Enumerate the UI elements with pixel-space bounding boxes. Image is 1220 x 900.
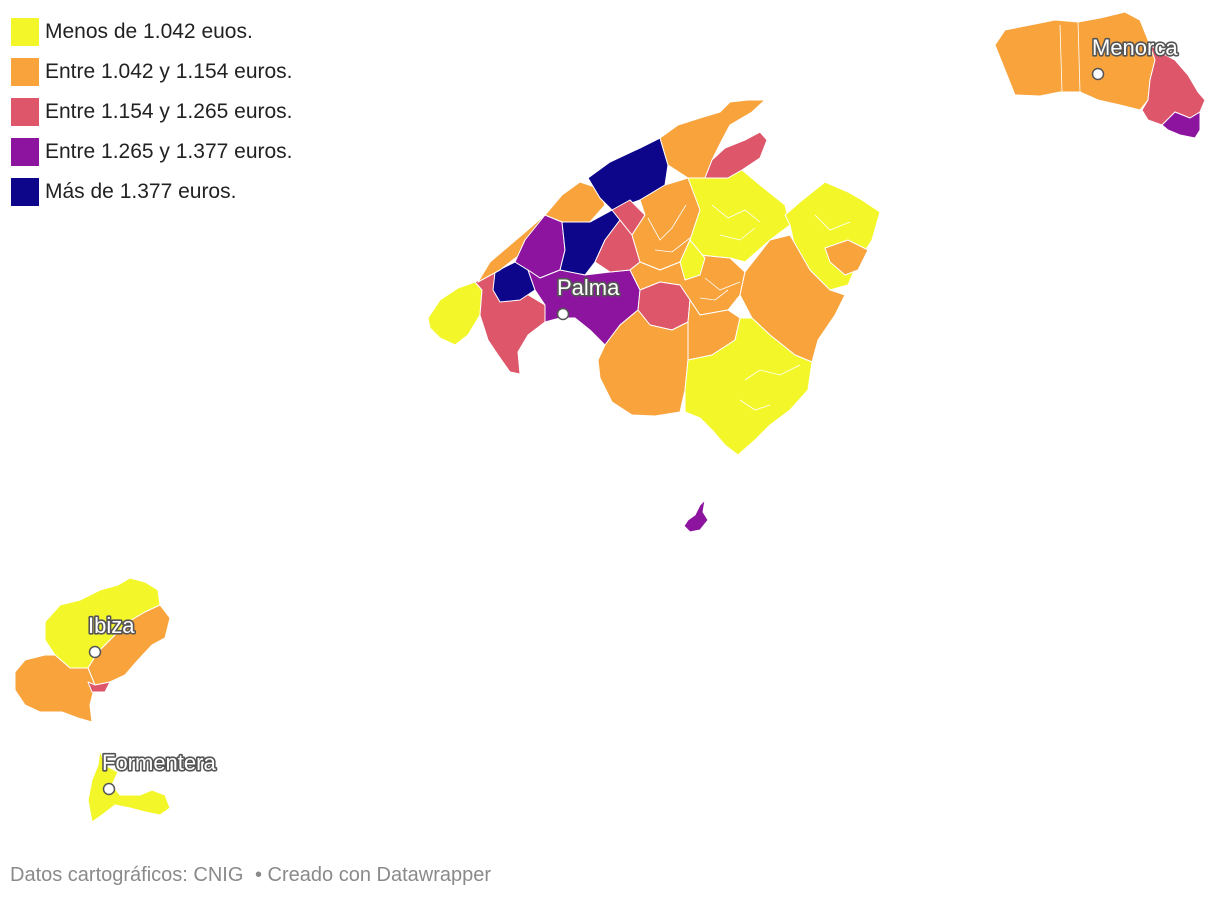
legend-swatch <box>11 178 39 206</box>
city-label-formentera: Formentera <box>102 750 216 775</box>
region[interactable] <box>427 281 483 346</box>
legend-label: Entre 1.265 y 1.377 euros. <box>45 140 293 163</box>
legend-item-lt-1042: Menos de 1.042 euos. <box>11 12 293 52</box>
legend-item-1154-1265: Entre 1.154 y 1.265 euros. <box>11 92 293 132</box>
municipal-borders <box>647 204 851 411</box>
municipal-borders <box>1059 21 1081 93</box>
region[interactable] <box>1161 111 1201 139</box>
region[interactable] <box>14 654 96 723</box>
region-cabrera[interactable] <box>683 499 709 533</box>
region[interactable] <box>679 239 706 281</box>
legend-label: Entre 1.042 y 1.154 euros. <box>45 60 293 83</box>
legend-swatch <box>11 138 39 166</box>
legend-swatch <box>11 58 39 86</box>
legend-swatch <box>11 18 39 46</box>
legend-swatch <box>11 98 39 126</box>
city-label-menorca: Menorca <box>1092 35 1178 60</box>
footer: Datos cartográficos: CNIG • Creado con D… <box>10 864 491 887</box>
legend-item-1042-1154: Entre 1.042 y 1.154 euros. <box>11 52 293 92</box>
region[interactable] <box>587 137 669 211</box>
region[interactable] <box>824 239 869 276</box>
region[interactable] <box>87 681 111 693</box>
mallorca-island <box>427 99 881 456</box>
city-marker-formentera: Formentera <box>100 748 218 796</box>
ibiza-island <box>14 577 171 723</box>
menorca-island <box>994 11 1206 139</box>
legend-label: Entre 1.154 y 1.265 euros. <box>45 100 293 123</box>
legend-label: Menos de 1.042 euos. <box>45 20 253 43</box>
city-dot <box>1091 67 1105 81</box>
city-dot <box>88 645 102 659</box>
legend-item-gt-1377: Más de 1.377 euros. <box>11 172 293 212</box>
city-marker-palma: Palma <box>555 273 622 321</box>
legend: Menos de 1.042 euos. Entre 1.042 y 1.154… <box>11 12 293 212</box>
legend-label: Más de 1.377 euros. <box>45 180 237 203</box>
city-marker-ibiza: Ibiza <box>86 611 137 659</box>
city-dot <box>556 307 570 321</box>
source-link[interactable]: Datos cartográficos: CNIG <box>10 864 244 886</box>
city-label-palma: Palma <box>557 275 620 300</box>
credit-text[interactable]: • Creado con Datawrapper <box>254 864 491 886</box>
legend-item-1265-1377: Entre 1.265 y 1.377 euros. <box>11 132 293 172</box>
city-dot <box>102 782 116 796</box>
region[interactable] <box>994 11 1156 111</box>
city-marker-menorca: Menorca <box>1090 33 1180 81</box>
region[interactable] <box>684 317 813 456</box>
city-label-ibiza: Ibiza <box>88 613 135 638</box>
